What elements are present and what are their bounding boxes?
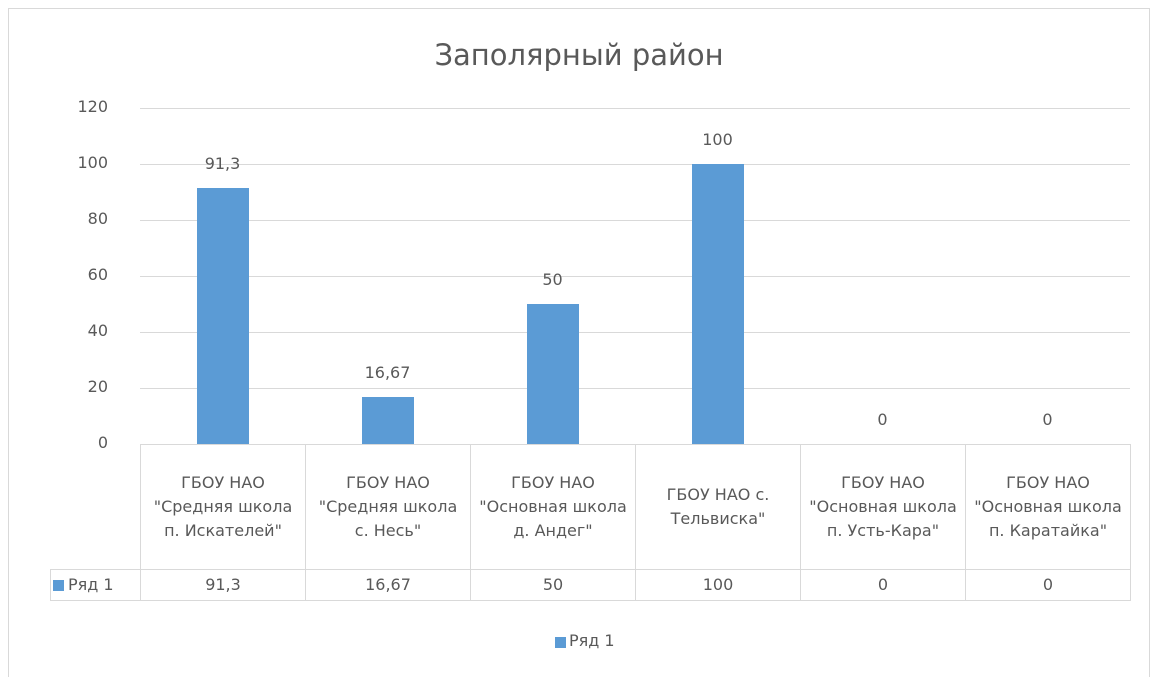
bar xyxy=(196,188,249,444)
grid-line xyxy=(140,164,1130,165)
y-tick-label: 120 xyxy=(77,97,108,116)
y-tick-label: 100 xyxy=(77,153,108,172)
table-value: 16,67 xyxy=(305,569,471,601)
category-cell: ГБОУ НАО "Основная школа д. Андег" xyxy=(470,444,636,570)
y-tick-label: 20 xyxy=(87,377,108,396)
table-series-cell: Ряд 1 xyxy=(50,569,141,601)
legend-key xyxy=(53,579,64,591)
data-label: 0 xyxy=(877,410,888,429)
bar xyxy=(526,304,579,444)
table-series-name: Ряд 1 xyxy=(68,575,114,594)
grid-line xyxy=(140,332,1130,333)
chart-border xyxy=(8,8,1150,677)
y-tick-label: 0 xyxy=(97,433,108,452)
table-value: 50 xyxy=(470,569,636,601)
grid-line xyxy=(140,108,1130,109)
category-cell: ГБОУ НАО "Средняя школа п. Искателей" xyxy=(140,444,306,570)
y-tick-label: 80 xyxy=(87,209,108,228)
legend-key xyxy=(555,637,566,648)
category-cell: ГБОУ НАО "Средняя школа с. Несь" xyxy=(305,444,471,570)
grid-line xyxy=(140,220,1130,221)
table-value: 91,3 xyxy=(140,569,306,601)
table-value: 0 xyxy=(800,569,966,601)
data-label: 50 xyxy=(542,270,563,289)
chart-title: Заполярный район xyxy=(434,38,724,72)
data-label: 0 xyxy=(1042,410,1053,429)
data-label: 16,67 xyxy=(364,363,411,383)
bar xyxy=(691,164,744,444)
category-cell: ГБОУ НАО с. Тельвиска" xyxy=(635,444,801,570)
grid-line xyxy=(140,388,1130,389)
y-tick-label: 40 xyxy=(87,321,108,340)
data-label: 100 xyxy=(702,130,733,149)
category-cell: ГБОУ НАО "Основная школа п. Каратайка" xyxy=(965,444,1131,570)
table-value: 100 xyxy=(635,569,801,601)
category-cell: ГБОУ НАО "Основная школа п. Усть-Кара" xyxy=(800,444,966,570)
table-value: 0 xyxy=(965,569,1131,601)
grid-line xyxy=(140,276,1130,277)
legend-label: Ряд 1 xyxy=(569,631,615,650)
y-tick-label: 60 xyxy=(87,265,108,284)
data-label: 91,3 xyxy=(204,154,241,174)
bar xyxy=(361,397,414,444)
